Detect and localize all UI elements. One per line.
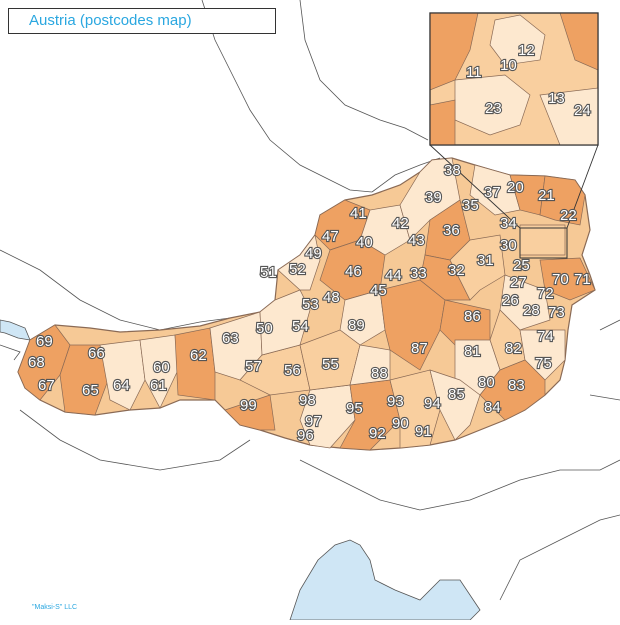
inset-postcode-label: 23 [485,100,502,117]
postcode-label: 95 [346,400,363,417]
postcode-label: 62 [190,347,207,364]
postcode-label: 99 [240,397,257,414]
postcode-label: 25 [513,257,530,274]
postcode-label: 73 [548,304,565,321]
postcode-label: 65 [82,382,99,399]
adriatic-sea [289,539,481,621]
inset-labels: 10 11 12 13 23 24 [465,41,592,120]
postcode-label: 60 [153,359,170,376]
postcode-label: 36 [443,222,460,239]
postcode-label: 55 [322,356,339,373]
postcode-label: 88 [371,365,388,382]
postcode-label: 92 [369,425,386,442]
postcode-label: 83 [508,377,525,394]
postcode-label: 43 [408,232,425,249]
inset-postcode-label: 12 [518,42,535,59]
postcode-label: 70 [552,271,569,288]
inset-postcode-label: 10 [500,57,517,74]
postcode-label: 71 [574,271,591,288]
postcode-label: 67 [38,377,55,394]
postcode-label: 33 [410,265,427,282]
postcode-label: 69 [36,333,53,350]
postcode-label: 84 [484,399,501,416]
lake-constance [0,319,31,341]
postcode-label: 35 [462,197,479,214]
neighbor-borders [0,0,620,601]
postcode-label: 37 [484,184,501,201]
map-credit: "Maksi-S" LLC [32,604,78,611]
postcode-label: 87 [411,340,428,357]
postcode-label: 38 [444,162,461,179]
postcode-label: 54 [292,318,309,335]
postcode-regions [17,157,596,451]
inset-postcode-label: 13 [548,90,565,107]
postcode-label: 57 [245,358,262,375]
postcode-label: 56 [284,362,301,379]
postcode-label: 22 [560,207,577,224]
inset-postcode-label: 11 [466,64,482,81]
postcode-label: 91 [415,423,432,440]
postcode-label: 42 [392,215,409,232]
inset-postcode-label: 24 [574,102,591,119]
postcode-label: 40 [356,234,373,251]
postcode-label: 80 [478,374,495,391]
postcode-label: 74 [537,328,554,345]
postcode-label: 34 [500,215,517,232]
postcode-label: 48 [323,289,340,306]
postcode-label: 89 [348,317,365,334]
postcode-label: 50 [256,320,273,337]
postcode-label: 53 [302,296,319,313]
postcode-label: 90 [392,415,409,432]
postcode-label: 31 [477,252,494,269]
postcode-label: 44 [385,267,402,284]
vienna-inset [429,12,599,259]
map-title: Austria (postcodes map) [29,12,192,29]
postcode-label: 64 [113,377,130,394]
postcode-label: 66 [88,345,105,362]
postcode-label: 39 [425,189,442,206]
postcode-label: 68 [28,354,45,371]
postcode-label: 51 [260,264,277,281]
postcode-label: 98 [299,392,316,409]
postcode-label: 27 [510,274,527,291]
postcode-label: 63 [222,330,239,347]
postcode-label: 61 [150,377,167,394]
postcode-label: 72 [537,285,554,302]
map-title-box: Austria (postcodes map) [8,8,276,34]
postcode-label: 47 [322,228,339,245]
postcode-label: 28 [523,302,540,319]
postcode-label: 26 [502,292,519,309]
postcode-label: 96 [297,427,314,444]
postcode-label: 85 [448,386,465,403]
postcode-label: 46 [345,263,362,280]
postcode-label: 86 [464,308,481,325]
postcode-label: 45 [370,282,387,299]
postcode-label: 30 [500,237,517,254]
postcode-label: 97 [305,413,322,430]
postcode-label: 82 [505,340,522,357]
postcode-label: 32 [448,262,465,279]
postcode-label: 49 [305,245,322,262]
postcode-label: 41 [350,205,367,222]
postcode-label: 81 [464,343,481,360]
postcode-label: 94 [424,395,441,412]
postcode-label: 20 [507,179,524,196]
postcode-label: 75 [535,355,552,372]
postcode-label: 21 [538,187,555,204]
postcode-label: 52 [289,261,306,278]
postcode-label: 93 [387,393,404,410]
